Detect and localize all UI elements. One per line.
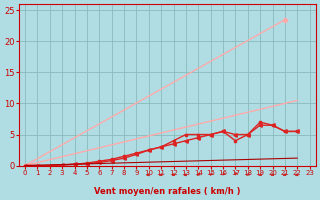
- X-axis label: Vent moyen/en rafales ( km/h ): Vent moyen/en rafales ( km/h ): [94, 187, 241, 196]
